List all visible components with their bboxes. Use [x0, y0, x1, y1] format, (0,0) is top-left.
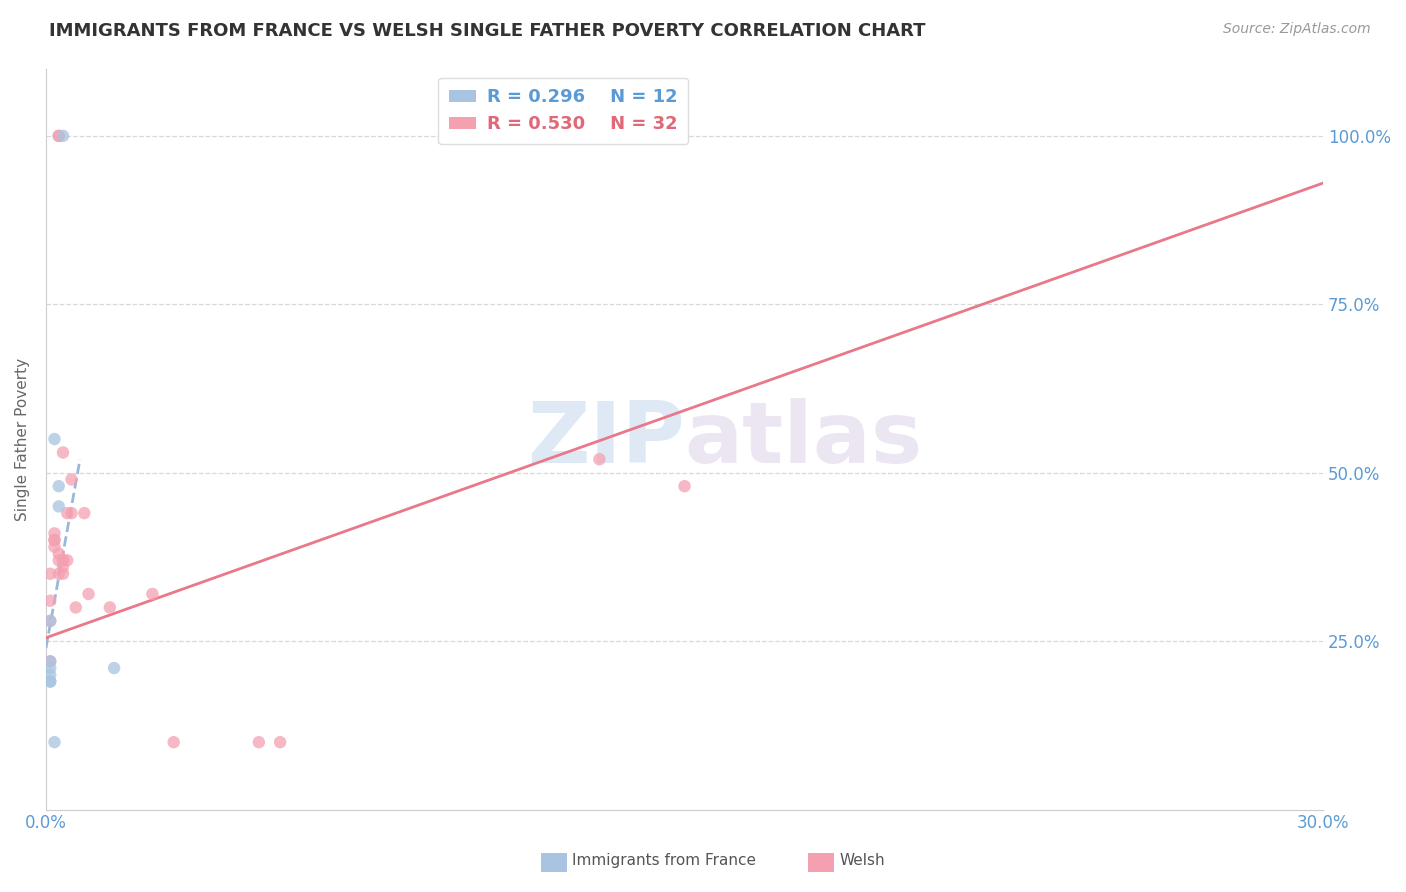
Text: Welsh: Welsh — [839, 853, 884, 868]
Point — [163, 735, 186, 749]
Point — [141, 587, 163, 601]
Point — [52, 128, 75, 143]
Point — [60, 506, 83, 520]
Y-axis label: Single Father Poverty: Single Father Poverty — [15, 358, 30, 521]
Point — [60, 472, 83, 486]
Point — [39, 661, 62, 675]
Point — [247, 735, 270, 749]
Point — [44, 533, 66, 547]
Point — [588, 452, 610, 467]
Text: atlas: atlas — [685, 398, 922, 481]
Point — [44, 432, 66, 446]
Point — [39, 654, 62, 668]
Text: Immigrants from France: Immigrants from France — [572, 853, 756, 868]
Point — [39, 654, 62, 668]
Text: ZIP: ZIP — [527, 398, 685, 481]
Point — [48, 566, 70, 581]
Point — [52, 560, 75, 574]
Point — [48, 553, 70, 567]
Text: IMMIGRANTS FROM FRANCE VS WELSH SINGLE FATHER POVERTY CORRELATION CHART: IMMIGRANTS FROM FRANCE VS WELSH SINGLE F… — [49, 22, 925, 40]
Point — [48, 479, 70, 493]
Point — [48, 128, 70, 143]
Point — [44, 526, 66, 541]
Point — [44, 533, 66, 547]
Point — [52, 445, 75, 459]
Legend: R = 0.296    N = 12, R = 0.530    N = 32: R = 0.296 N = 12, R = 0.530 N = 32 — [439, 78, 689, 145]
Point — [77, 587, 100, 601]
Point — [56, 553, 79, 567]
Point — [52, 553, 75, 567]
Point — [269, 735, 291, 749]
Point — [44, 540, 66, 554]
Point — [65, 600, 87, 615]
Point — [44, 735, 66, 749]
Point — [39, 566, 62, 581]
Point — [98, 600, 121, 615]
Point — [52, 553, 75, 567]
Point — [73, 506, 96, 520]
Point — [52, 566, 75, 581]
Point — [103, 661, 125, 675]
Point — [48, 500, 70, 514]
Point — [48, 128, 70, 143]
Text: Source: ZipAtlas.com: Source: ZipAtlas.com — [1223, 22, 1371, 37]
Point — [48, 547, 70, 561]
Point — [39, 674, 62, 689]
Point — [56, 506, 79, 520]
Point — [39, 593, 62, 607]
Point — [39, 614, 62, 628]
Point — [39, 674, 62, 689]
Point — [39, 668, 62, 682]
Point — [39, 614, 62, 628]
Point — [673, 479, 696, 493]
